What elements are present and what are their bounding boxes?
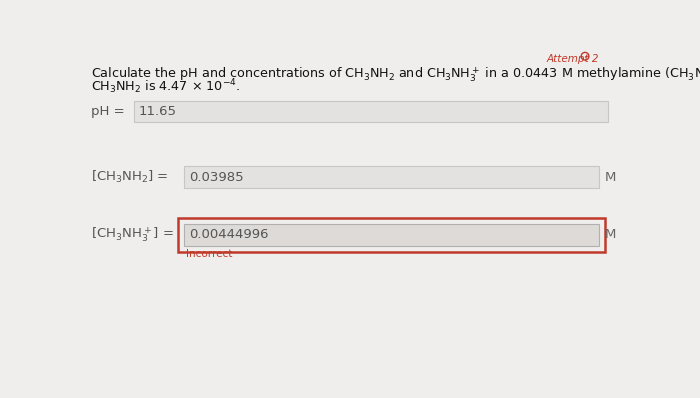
Text: ✓: ✓ — [582, 54, 587, 59]
Text: Calculate the pH and concentrations of CH$_3$NH$_2$ and CH$_3$NH$_3^+$ in a 0.04: Calculate the pH and concentrations of C… — [92, 65, 700, 84]
FancyBboxPatch shape — [134, 101, 608, 123]
Text: 0.03985: 0.03985 — [189, 171, 244, 183]
Text: [CH$_3$NH$_2$] =: [CH$_3$NH$_2$] = — [92, 169, 169, 185]
Text: CH$_3$NH$_2$ is 4.47 $\times$ 10$^{-4}$.: CH$_3$NH$_2$ is 4.47 $\times$ 10$^{-4}$. — [92, 77, 241, 96]
Text: [CH$_3$NH$_3^+$] =: [CH$_3$NH$_3^+$] = — [92, 226, 174, 244]
Text: 11.65: 11.65 — [139, 105, 176, 118]
Text: M: M — [606, 171, 617, 183]
FancyBboxPatch shape — [184, 224, 599, 246]
Text: pH =: pH = — [92, 105, 125, 118]
Text: 0.00444996: 0.00444996 — [189, 228, 269, 241]
Text: Attempt 2: Attempt 2 — [547, 54, 599, 64]
FancyBboxPatch shape — [184, 166, 599, 188]
Text: M: M — [606, 228, 617, 241]
Text: Incorrect: Incorrect — [186, 249, 232, 259]
